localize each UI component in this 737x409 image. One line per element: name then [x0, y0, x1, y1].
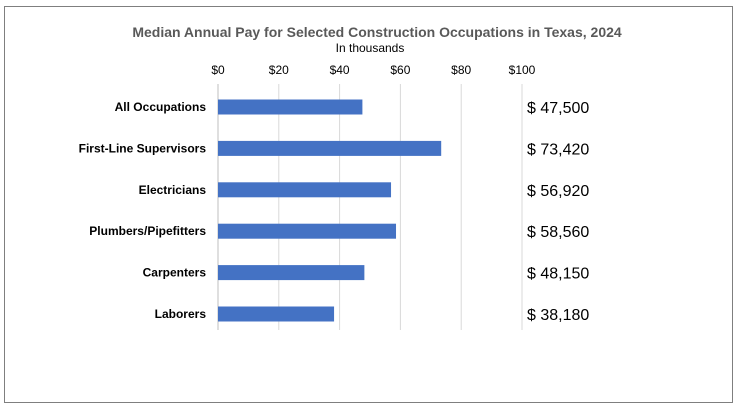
x-tick-label: $40: [330, 63, 350, 77]
category-label: Carpenters: [143, 266, 207, 280]
value-labels: $ 47,500 $ 73,420 $ 56,920 $ 58,560 $ 48,150…: [527, 100, 589, 324]
category-label: All Occupations: [115, 100, 207, 114]
x-tick-label: $100: [509, 63, 536, 77]
bar: [218, 99, 363, 115]
bar: [218, 223, 397, 239]
x-tick-label: $80: [451, 63, 471, 77]
chart-subtitle: In thousands: [336, 41, 405, 55]
data-label: $ 56,920: [527, 183, 589, 200]
bar: [218, 306, 335, 322]
bars: [218, 99, 442, 322]
data-label: $ 58,560: [527, 224, 589, 241]
data-label: $ 38,180: [527, 307, 589, 324]
category-label: Laborers: [155, 307, 207, 321]
x-tick-label: $60: [390, 63, 410, 77]
category-label: First-Line Supervisors: [79, 141, 207, 155]
chart-title: Median Annual Pay for Selected Construct…: [132, 24, 622, 40]
data-label: $ 47,500: [527, 100, 589, 117]
category-labels: All Occupations First-Line Supervisors Ele…: [79, 100, 207, 321]
gridlines: [217, 84, 523, 330]
bar: [218, 265, 365, 281]
data-label: $ 73,420: [527, 141, 589, 158]
bar: [218, 182, 392, 198]
data-label: $ 48,150: [527, 266, 589, 283]
top-rule: [0, 0, 737, 2]
x-tick-label: $20: [269, 63, 289, 77]
category-label: Plumbers/Pipefitters: [89, 224, 206, 238]
chart-frame: [4, 6, 733, 403]
category-label: Electricians: [139, 183, 207, 197]
bar: [218, 140, 442, 156]
x-tick-labels: $0 $20 $40 $60 $80 $100: [211, 63, 535, 77]
x-tick-label: $0: [211, 63, 225, 77]
